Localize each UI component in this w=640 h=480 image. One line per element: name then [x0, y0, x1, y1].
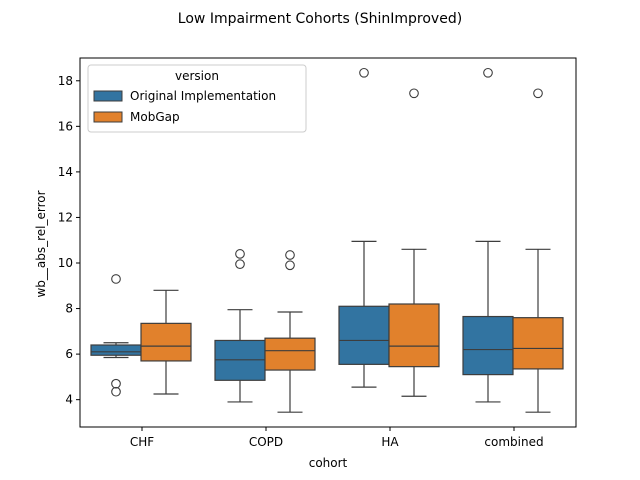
plot-frame — [79, 57, 577, 428]
box-iqr — [264, 337, 316, 371]
box-mobgap-ha — [388, 88, 440, 397]
box-mobgap-copd — [264, 250, 316, 413]
outlier-point — [235, 249, 245, 259]
legend-title: version — [175, 69, 219, 83]
outlier-point — [235, 259, 245, 269]
box-iqr — [90, 344, 142, 356]
outlier-point — [111, 386, 121, 397]
legend-label: MobGap — [130, 110, 180, 124]
box-iqr — [512, 317, 564, 370]
outlier-point — [111, 378, 121, 389]
y-tick-label: 4 — [65, 393, 73, 407]
y-tick-label: 8 — [65, 302, 73, 316]
y-axis-label: wb__abs_rel_error — [34, 190, 48, 297]
x-tick-label: CHF — [130, 435, 154, 449]
outlier-point — [111, 274, 121, 284]
chart-title: Low Impairment Cohorts (ShinImproved) — [178, 11, 462, 27]
box-iqr — [388, 303, 440, 368]
x-tick-label: COPD — [249, 435, 283, 449]
x-tick-label: HA — [381, 435, 399, 449]
outlier-point — [285, 250, 295, 260]
box-iqr — [338, 305, 390, 365]
x-axis-label: cohort — [309, 456, 348, 470]
y-tick-label: 16 — [58, 119, 73, 133]
outlier-point — [483, 67, 493, 78]
box-iqr — [140, 322, 192, 362]
y-tick-label: 18 — [58, 74, 73, 88]
legend-box — [87, 64, 307, 133]
outlier-point — [359, 67, 369, 78]
box-original-implementation-chf — [90, 274, 142, 397]
y-tick-label: 10 — [58, 256, 73, 270]
x-tick-label: combined — [484, 435, 543, 449]
y-tick-label: 6 — [65, 347, 73, 361]
legend-label: Original Implementation — [130, 89, 276, 103]
y-tick-label: 12 — [58, 210, 73, 224]
outlier-point — [533, 88, 543, 99]
legend-swatch — [93, 111, 123, 123]
box-original-implementation-ha — [338, 67, 390, 388]
box-mobgap-combined — [512, 88, 564, 413]
box-mobgap-chf — [140, 289, 192, 395]
legend-swatch — [93, 90, 123, 102]
y-tick-label: 14 — [58, 165, 73, 179]
outlier-point — [409, 88, 419, 99]
box-original-implementation-combined — [462, 67, 514, 403]
outlier-point — [285, 260, 295, 271]
box-iqr — [462, 315, 514, 376]
box-original-implementation-copd — [214, 249, 266, 403]
